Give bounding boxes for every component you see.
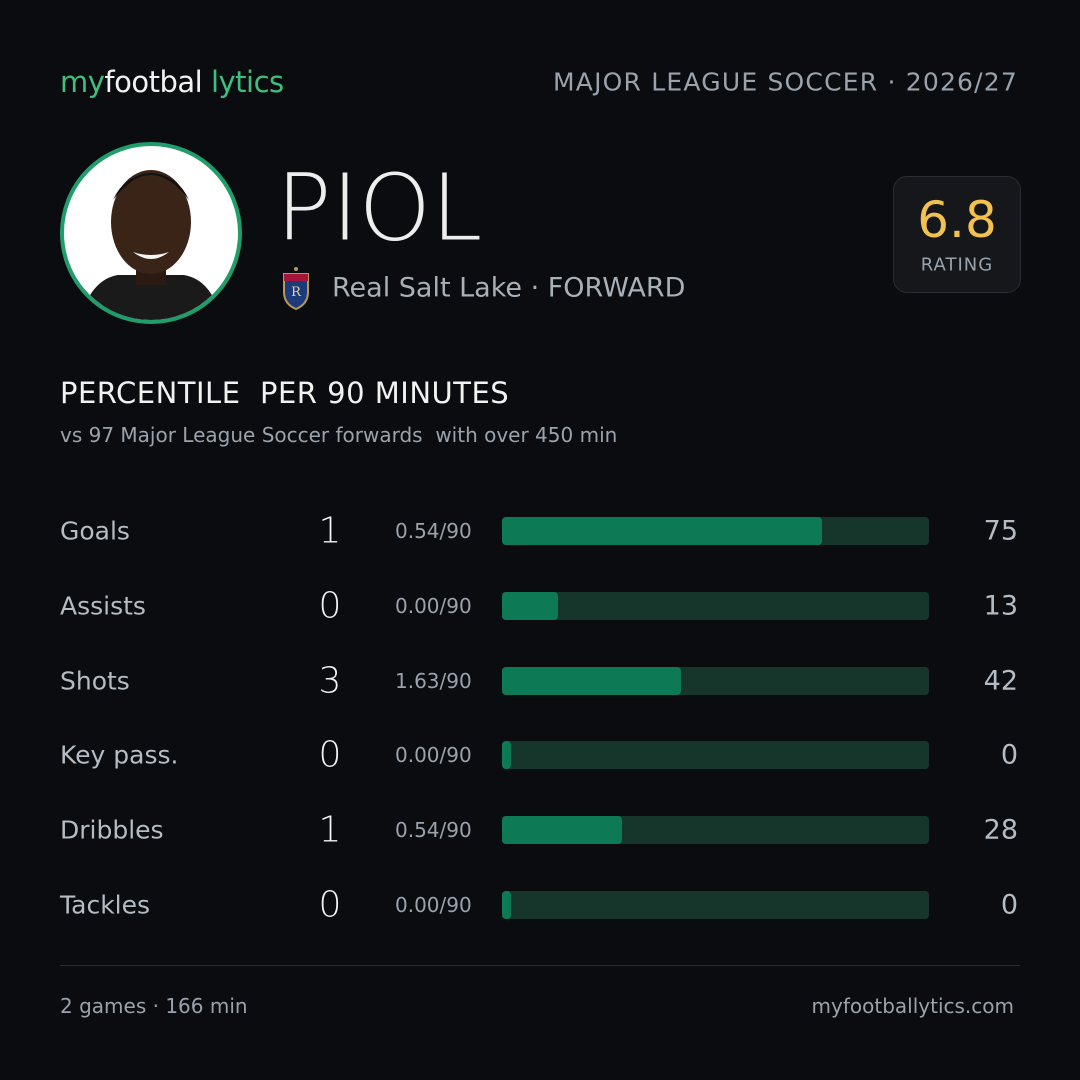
svg-text:R: R: [291, 285, 302, 300]
rating-box: [893, 176, 1021, 293]
rating-value: 6.8: [917, 191, 997, 249]
brand: myfootbal lytics: [60, 65, 284, 99]
stat-label: Dribbles: [60, 815, 164, 845]
stat-total: 1: [318, 809, 342, 851]
stat-total: 0: [318, 884, 342, 926]
per90-value: 0.00/90: [395, 893, 472, 917]
percentile-bar: [502, 891, 511, 919]
percentile-value: 0: [1000, 739, 1018, 771]
percentile-value: 75: [983, 515, 1018, 547]
brand-part: footbal: [104, 65, 203, 99]
stat-label: Goals: [60, 516, 130, 546]
section-subtitle: vs 97 Major League Soccer forwards with …: [60, 423, 618, 447]
percentile-bar: [502, 517, 823, 545]
competition: MAJOR LEAGUE SOCCER · 2026/27: [553, 67, 1018, 97]
stat-total: 0: [318, 585, 342, 627]
stat-total: 3: [318, 660, 342, 702]
divider: [60, 965, 1020, 966]
per90-value: 0.00/90: [395, 593, 472, 618]
per90-value: 0.00/90: [395, 743, 472, 768]
team-position: Real Salt Lake · FORWARD: [332, 272, 686, 304]
per90-value: 0.54/90: [395, 519, 472, 543]
section-title: PERCENTILE PER 90 MINUTES: [60, 376, 510, 410]
rating-label: RATING: [920, 254, 994, 276]
stat-total: 1: [318, 510, 342, 552]
bar-track: [502, 741, 929, 770]
percentile-value: 42: [983, 665, 1018, 697]
stat-label: Shots: [60, 666, 130, 696]
player-photo: [60, 142, 242, 324]
player-name: PIOL: [276, 154, 483, 262]
brand-part: my: [60, 65, 105, 99]
stat-label: Assists: [60, 591, 146, 621]
percentile-bar: [502, 816, 622, 845]
stat-label: Tackles: [60, 890, 151, 920]
percentile-bar: [502, 741, 511, 770]
team-crest: R: [283, 267, 309, 310]
brand-part: lytics: [210, 65, 284, 99]
bar-track: [502, 591, 929, 620]
percentile-bar: [502, 591, 558, 620]
per90-value: 1.63/90: [395, 668, 472, 693]
footer-right: myfootballytics.com: [811, 994, 1014, 1018]
stat-total: 0: [318, 734, 342, 776]
stat-label: Key pass.: [60, 740, 179, 770]
percentile-value: 0: [1000, 889, 1018, 921]
percentile-value: 13: [983, 590, 1018, 622]
footer-left: 2 games · 166 min: [60, 994, 248, 1018]
percentile-bar: [502, 666, 682, 695]
percentile-value: 28: [983, 814, 1018, 846]
bar-track: [502, 891, 929, 919]
per90-value: 0.54/90: [395, 818, 472, 843]
